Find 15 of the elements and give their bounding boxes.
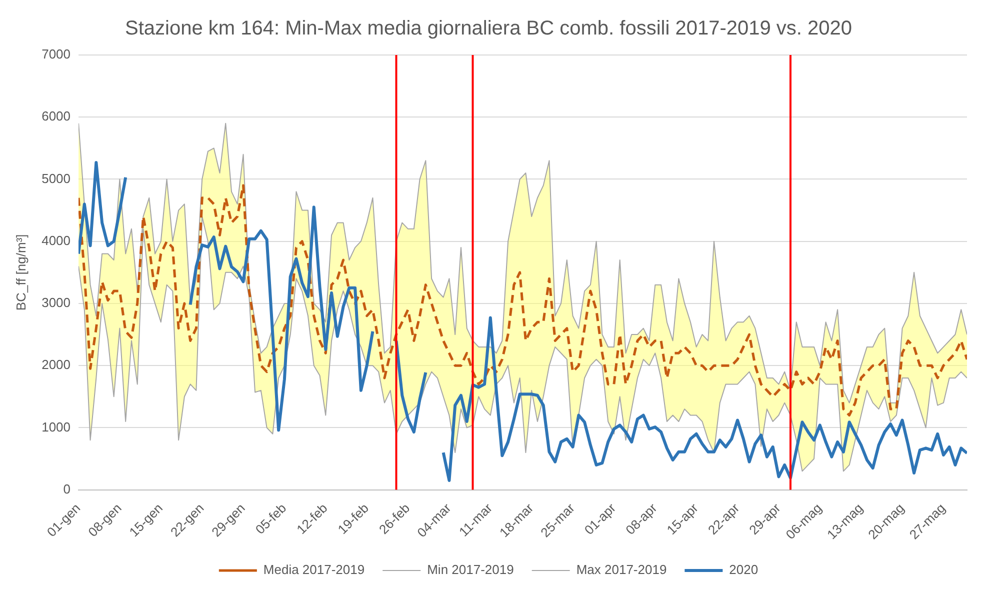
legend-label: Max 2017-2019 <box>576 562 667 578</box>
chart-title: Stazione km 164: Min-Max media giornaliera BC comb. fossili 2017-2019 vs. 2020 <box>124 18 852 40</box>
y-tick-label: 7000 <box>42 46 71 62</box>
legend-label: Media 2017-2019 <box>263 562 365 578</box>
y-tick-label: 4000 <box>42 232 71 248</box>
legend-label: 2020 <box>729 562 758 578</box>
y-tick-label: 2000 <box>42 357 71 372</box>
y-axis-title: BC_ff [ng/m³] <box>13 234 28 311</box>
y-tick-label: 5000 <box>42 170 71 186</box>
y-tick-label: 6000 <box>42 108 71 124</box>
y-tick-label: 3000 <box>42 295 71 310</box>
y-tick-label: 0 <box>63 481 71 496</box>
y-tick-label: 1000 <box>42 419 71 434</box>
line-series <box>78 184 967 417</box>
legend-label: Min 2017-2019 <box>427 562 514 578</box>
